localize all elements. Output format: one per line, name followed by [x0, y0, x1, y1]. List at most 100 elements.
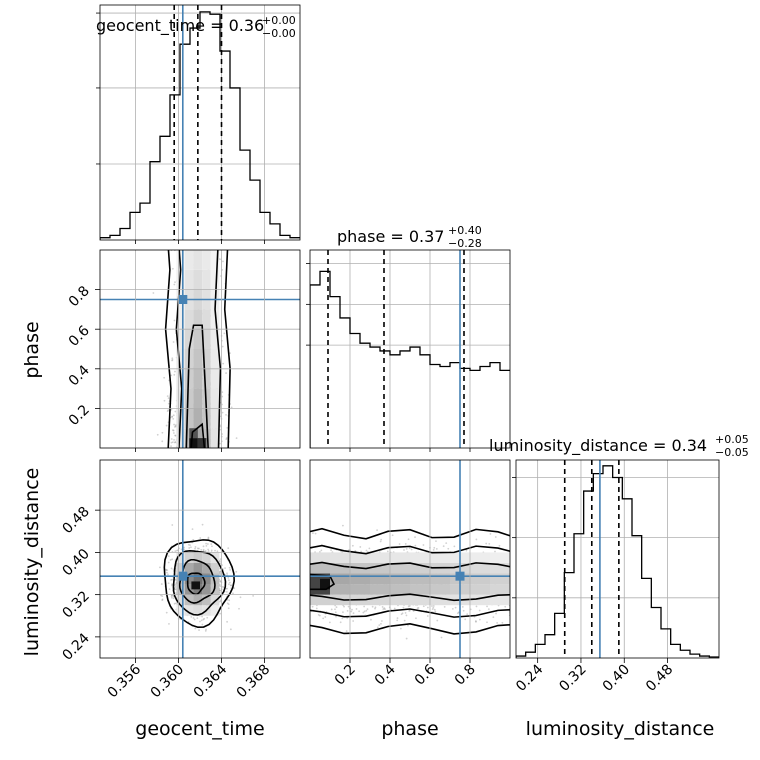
s21-grid — [349, 460, 471, 658]
sample-point — [495, 612, 497, 615]
sample-point — [167, 582, 170, 585]
luminosity-distance-ytick-label: 0.40 — [59, 546, 92, 579]
y-axis-label-luminosity-distance: luminosity_distance — [21, 468, 43, 657]
sample-point — [219, 589, 221, 592]
sample-point — [486, 621, 488, 624]
sample-point — [193, 618, 196, 621]
sample-point — [226, 602, 229, 605]
sample-point — [202, 545, 205, 548]
sample-point — [226, 620, 228, 623]
sample-point — [362, 611, 365, 614]
density-cell — [330, 552, 350, 563]
sample-point — [205, 542, 208, 545]
truth-marker — [455, 571, 465, 581]
density-cell — [176, 329, 185, 349]
sample-point — [207, 536, 210, 539]
sample-point — [435, 548, 438, 550]
sample-point — [352, 612, 355, 615]
sample-point — [334, 611, 337, 614]
sample-point — [378, 624, 381, 627]
sample-point — [224, 567, 226, 570]
sample-point — [207, 548, 210, 551]
density-cell — [176, 428, 185, 448]
sample-point — [371, 605, 374, 608]
sample-point — [228, 583, 230, 586]
density-cell — [202, 584, 211, 595]
sample-point — [409, 609, 411, 612]
contour-line — [163, 539, 235, 629]
truth-marker — [178, 571, 188, 581]
sample-point — [386, 550, 389, 553]
sample-point — [174, 281, 176, 284]
h1-frame — [309, 249, 511, 449]
geocent-time-xtick-label: 0.356 — [105, 661, 145, 701]
title-geocent-time: geocent_time = 0.36 — [96, 16, 264, 36]
sample-point — [218, 589, 221, 592]
sample-point — [229, 568, 231, 571]
sample-point — [403, 549, 405, 551]
sample-point — [167, 561, 170, 564]
density-cell — [193, 329, 203, 349]
x-axis-label-phase: phase — [381, 718, 438, 740]
phase-ytick-label: 0.6 — [66, 323, 93, 350]
sample-point — [170, 374, 173, 377]
sample-point — [199, 620, 201, 623]
sample-point — [170, 567, 173, 570]
sample-point — [456, 612, 459, 615]
density-cell — [330, 584, 350, 595]
sample-point — [317, 614, 320, 616]
sample-point — [365, 609, 368, 612]
density-cell — [490, 573, 510, 585]
sample-point — [422, 605, 425, 608]
luminosity-distance-xtick-label: 0.32 — [556, 662, 589, 695]
sample-point — [174, 583, 177, 586]
sample-point — [225, 372, 227, 374]
density-cell — [184, 573, 194, 585]
sample-point — [173, 438, 175, 441]
sample-point — [191, 528, 194, 531]
density-cell — [202, 562, 211, 574]
h1-grid — [310, 250, 510, 448]
sample-point — [342, 524, 344, 527]
sample-point — [174, 410, 177, 413]
sample-point — [219, 258, 221, 261]
density-cell — [390, 573, 410, 585]
luminosity_distance-histogram — [516, 465, 719, 658]
density-cell — [193, 552, 203, 563]
sample-point — [435, 540, 437, 543]
density-cell — [193, 269, 203, 290]
sample-point — [172, 414, 175, 417]
density-cell — [210, 428, 220, 448]
phase-xtick-label: 0.2 — [332, 662, 359, 689]
sample-point — [173, 373, 176, 376]
sample-point — [374, 606, 377, 609]
sample-point — [202, 618, 205, 621]
sample-point — [218, 591, 221, 594]
sample-point — [416, 607, 419, 610]
sample-point — [173, 602, 176, 605]
density-cell — [189, 438, 198, 448]
density-cell — [430, 573, 450, 585]
density-cell — [490, 552, 510, 563]
sample-point — [171, 415, 174, 418]
contour-line — [164, 250, 231, 448]
h0-frame — [99, 4, 301, 241]
title-luminosity-distance: luminosity_distance = 0.34 — [489, 436, 707, 456]
sample-point — [380, 622, 382, 625]
sample-point — [222, 260, 224, 263]
contour-line — [186, 572, 206, 596]
sample-point — [398, 543, 401, 545]
density-cell — [202, 250, 211, 270]
density-cell — [490, 594, 510, 606]
sample-point — [407, 605, 410, 608]
sample-point — [312, 532, 314, 535]
sample-point — [431, 605, 433, 607]
h2-frame — [515, 459, 720, 659]
sample-point — [171, 357, 174, 360]
density-cell — [191, 581, 200, 590]
density-cell — [210, 594, 220, 606]
sample-point — [204, 550, 207, 552]
density-cell — [184, 309, 194, 330]
h0-grid — [100, 5, 300, 240]
sample-point — [174, 424, 177, 427]
